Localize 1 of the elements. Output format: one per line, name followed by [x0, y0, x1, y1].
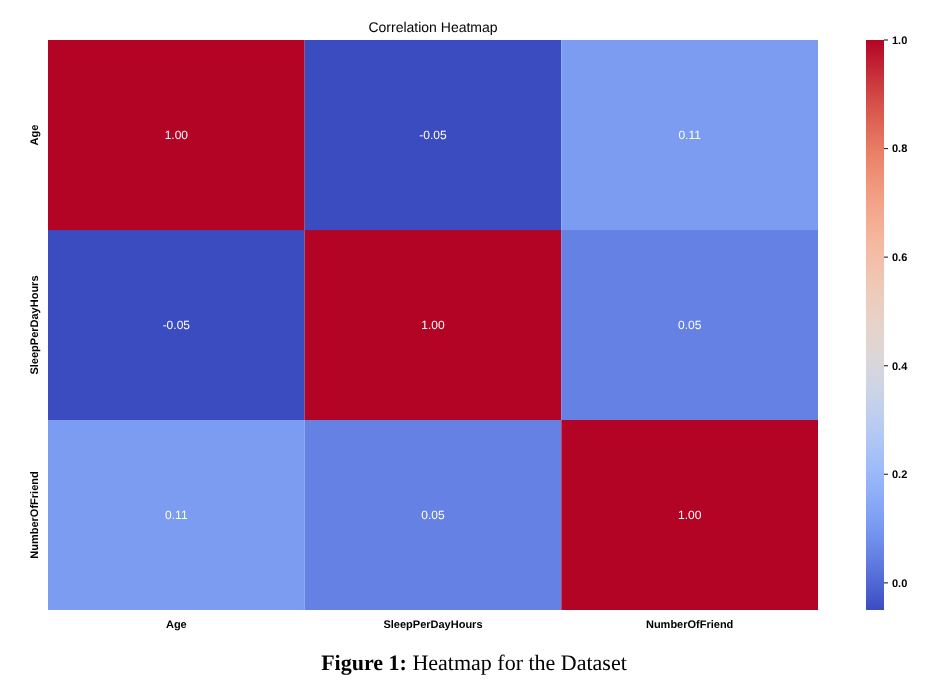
- caption: Figure 1: Heatmap for the Dataset: [321, 652, 627, 676]
